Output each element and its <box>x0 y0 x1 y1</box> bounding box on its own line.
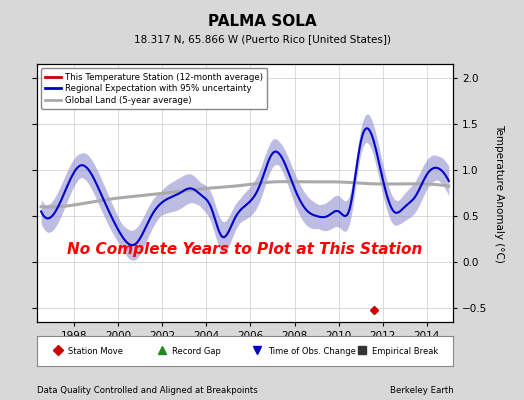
Text: Empirical Break: Empirical Break <box>372 346 438 356</box>
Legend: This Temperature Station (12-month average), Regional Expectation with 95% uncer: This Temperature Station (12-month avera… <box>41 68 267 109</box>
Text: Record Gap: Record Gap <box>172 346 221 356</box>
Text: 18.317 N, 65.866 W (Puerto Rico [United States]): 18.317 N, 65.866 W (Puerto Rico [United … <box>134 34 390 44</box>
Text: No Complete Years to Plot at This Station: No Complete Years to Plot at This Statio… <box>67 242 423 257</box>
Text: Berkeley Earth: Berkeley Earth <box>389 386 453 395</box>
Text: Time of Obs. Change: Time of Obs. Change <box>268 346 356 356</box>
Text: PALMA SOLA: PALMA SOLA <box>208 14 316 29</box>
Text: Station Move: Station Move <box>68 346 123 356</box>
Text: Data Quality Controlled and Aligned at Breakpoints: Data Quality Controlled and Aligned at B… <box>37 386 257 395</box>
Y-axis label: Temperature Anomaly (°C): Temperature Anomaly (°C) <box>494 124 504 262</box>
